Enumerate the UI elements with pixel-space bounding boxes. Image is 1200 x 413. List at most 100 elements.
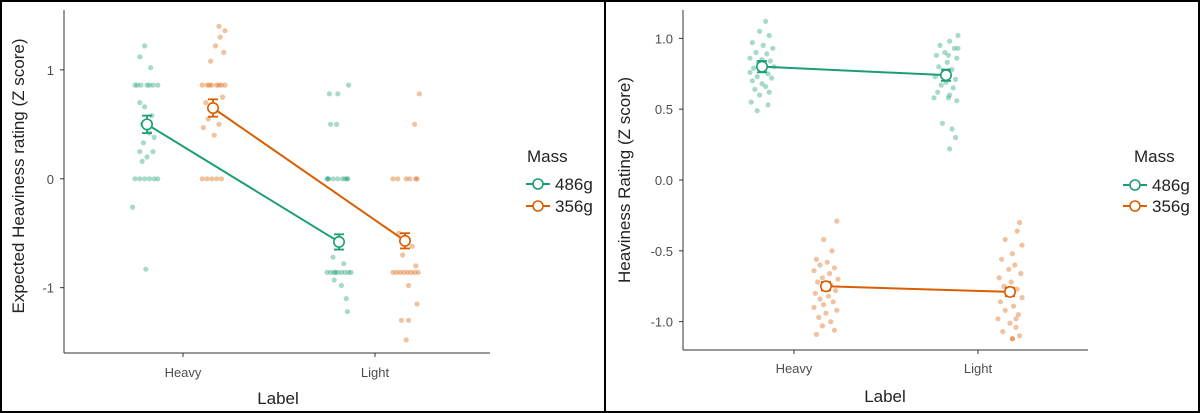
left-point-486g (340, 176, 346, 182)
left-point-486g (348, 269, 354, 275)
right-point-486g (747, 69, 753, 75)
right-point-356g (821, 236, 827, 243)
right-point-356g (1014, 228, 1020, 234)
right-panel-frame (604, 0, 1200, 413)
left-point-486g (150, 149, 156, 155)
right-point-356g (812, 290, 818, 296)
right-point-356g (833, 287, 839, 294)
left-point-356g (408, 269, 414, 275)
right-point-356g (813, 331, 820, 337)
left-point-486g (137, 54, 143, 60)
left-point-356g (396, 230, 402, 236)
left-point-486g (335, 91, 341, 97)
left-point-356g (208, 58, 214, 64)
right-point-486g (947, 146, 953, 152)
right-point-356g (831, 327, 838, 333)
left-point-486g (137, 149, 143, 155)
right-legend-key-486g-marker (1129, 179, 1141, 191)
right-point-486g (752, 86, 758, 92)
left-point-356g (404, 269, 410, 275)
right-point-356g (1017, 333, 1023, 339)
right-point-486g (937, 42, 943, 49)
right-point-486g (763, 83, 769, 90)
left-point-356g (409, 243, 415, 249)
left-point-356g (398, 317, 404, 323)
right-chart-mean-lines (755, 60, 1016, 298)
right-mean-line-486g (761, 65, 947, 77)
right-point-486g (754, 74, 760, 80)
left-point-356g (212, 43, 218, 49)
right-point-486g (766, 89, 772, 95)
right-legend-label-486g: 486g (1152, 176, 1190, 195)
left-point-356g (211, 132, 217, 138)
left-point-356g (413, 263, 419, 269)
left-point-356g (206, 82, 212, 88)
right-point-486g (942, 49, 948, 56)
left-point-356g (209, 82, 215, 88)
right-point-356g (829, 248, 835, 254)
right-point-486g (931, 95, 937, 101)
left-point-356g (406, 317, 412, 323)
right-point-356g (1009, 251, 1016, 257)
left-point-356g (416, 91, 422, 97)
right-point-486g (759, 81, 765, 87)
right-point-486g (753, 49, 759, 56)
left-point-486g (144, 82, 150, 88)
right-legend-entry-486g: 486g (1123, 176, 1190, 195)
left-point-486g (155, 82, 161, 88)
left-point-486g (324, 176, 330, 182)
left-x-tick-label: Light (361, 365, 390, 380)
left-point-356g (414, 176, 420, 182)
left-point-486g (142, 43, 148, 49)
right-point-486g (748, 99, 754, 105)
right-point-356g (835, 276, 841, 282)
left-point-356g (216, 82, 222, 88)
right-point-486g (770, 45, 776, 51)
left-point-356g (403, 176, 409, 182)
left-point-356g (216, 23, 222, 29)
right-point-356g (819, 323, 826, 329)
left-point-356g (412, 269, 418, 275)
left-point-486g (346, 82, 352, 88)
left-point-356g (204, 176, 210, 182)
right-point-486g (763, 18, 769, 24)
left-point-486g (130, 204, 136, 210)
left-point-486g (346, 269, 352, 275)
left-point-356g (394, 269, 400, 275)
right-point-486g (954, 98, 960, 104)
left-point-356g (200, 125, 206, 131)
right-point-356g (830, 299, 836, 305)
left-mean-marker-356g (398, 234, 411, 247)
right-mean-marker-486g (939, 69, 952, 82)
left-point-356g (220, 94, 226, 100)
right-point-486g (947, 92, 953, 98)
right-point-356g (828, 319, 834, 325)
right-y-tick-label: 0.5 (655, 102, 673, 117)
left-point-356g (400, 252, 406, 258)
right-point-486g (939, 120, 946, 126)
right-point-486g (767, 58, 774, 64)
right-point-356g (821, 302, 827, 308)
left-legend-title: Mass (527, 147, 568, 166)
right-point-486g (953, 76, 959, 82)
right-point-486g (938, 82, 944, 88)
right-chart-points (747, 18, 1025, 342)
right-point-356g (1007, 320, 1013, 326)
right-point-356g (825, 293, 832, 299)
left-point-356g (222, 28, 228, 34)
left-legend-entry-486g: 486g (526, 175, 593, 194)
left-point-356g (395, 176, 401, 182)
right-chart-axes: 1.0 0.5 0.0 -0.5 -1.0 Heavy Light (651, 10, 1088, 376)
right-point-356g (1013, 324, 1019, 330)
left-point-486g (338, 282, 344, 289)
right-point-356g (824, 259, 830, 265)
left-point-486g (138, 82, 144, 88)
left-point-486g (338, 269, 344, 275)
right-point-356g (997, 299, 1004, 305)
left-point-486g (151, 176, 157, 182)
left-point-486g (326, 91, 332, 97)
left-point-486g (148, 65, 154, 71)
right-mean-marker-356g (819, 280, 832, 293)
